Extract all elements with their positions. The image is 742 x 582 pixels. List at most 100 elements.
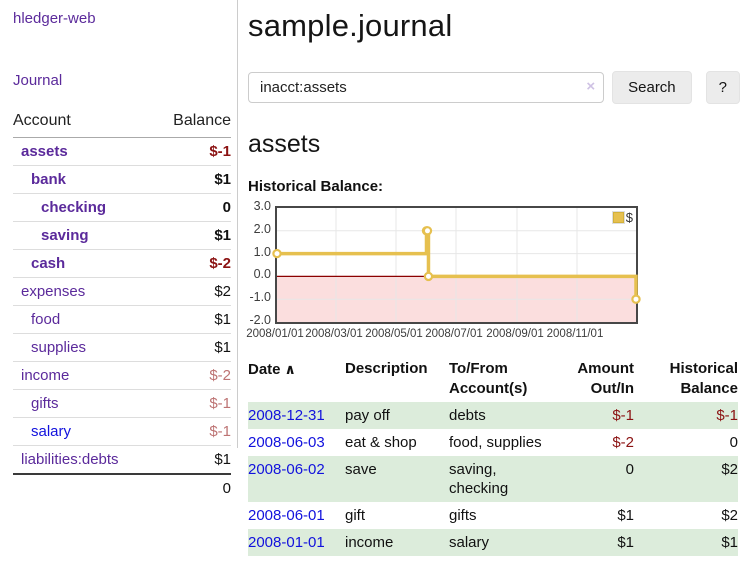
account-balance: $-2: [209, 255, 231, 272]
accounts-total-row: 0: [13, 473, 231, 502]
account-link[interactable]: cash: [31, 255, 66, 272]
balance-cell: $-1: [634, 402, 738, 429]
date-link[interactable]: 2008-06-01: [248, 507, 325, 524]
date-column-header[interactable]: Date ∧: [248, 361, 296, 378]
account-cell: gifts: [449, 507, 477, 524]
table-row: 2008-01-01 income salary $1 $1: [248, 529, 738, 556]
date-link[interactable]: 2008-06-03: [248, 434, 325, 451]
x-axis-tick-label: 2008/09/01: [486, 328, 544, 340]
account-cell: debts: [449, 402, 550, 429]
account-cell: food, supplies: [449, 434, 542, 451]
account-row: salary $-1: [13, 418, 231, 446]
account-row: income $-2: [13, 362, 231, 390]
balance-cell: 0: [729, 434, 738, 451]
page-title: sample.journal: [248, 8, 453, 43]
account-row: bank $1: [13, 166, 231, 194]
x-axis-tick-label: 2008/05/01: [365, 328, 423, 340]
account-row: gifts $-1: [13, 390, 231, 418]
account-link[interactable]: gifts: [31, 395, 59, 412]
table-row: 2008-06-01 gift gifts $1 $2: [248, 502, 738, 529]
description-cell: income: [345, 529, 449, 556]
account-column-header: Account: [13, 112, 71, 129]
account-link[interactable]: food: [31, 311, 61, 328]
account-column-header-main: To/From Account(s): [449, 360, 528, 397]
y-axis-tick-label: 1.0: [253, 244, 271, 259]
account-link[interactable]: assets: [21, 143, 68, 160]
chart-title: Historical Balance:: [248, 178, 384, 195]
balance-cell: $2: [721, 507, 738, 524]
account-link[interactable]: supplies: [31, 339, 87, 356]
chart-svg: [272, 208, 641, 322]
account-row: checking 0: [13, 194, 231, 222]
account-link[interactable]: bank: [31, 171, 67, 188]
description-cell: eat & shop: [345, 434, 417, 451]
search-bar: × Search ?: [248, 71, 740, 104]
account-row: expenses $2: [13, 278, 231, 306]
accounts-table: Account Balance assets $-1 bank $1 checking 0…: [13, 108, 231, 502]
account-balance: $1: [214, 171, 231, 188]
amount-cell: $-1: [550, 402, 634, 429]
account-balance: $1: [214, 227, 231, 244]
legend-swatch-icon: [611, 211, 625, 224]
description-cell: pay off: [345, 402, 449, 429]
account-link[interactable]: expenses: [21, 283, 86, 300]
amount-cell: $1: [617, 507, 634, 524]
search-input[interactable]: [248, 72, 605, 103]
table-row: 2008-06-02 save saving, checking 0 $2: [248, 456, 738, 502]
account-balance: $1: [214, 311, 231, 328]
date-link[interactable]: 2008-01-01: [248, 534, 325, 551]
description-cell: save: [345, 456, 449, 502]
account-cell: saving, checking: [449, 456, 550, 502]
balance-cell: $1: [634, 529, 738, 556]
account-balance: $-1: [209, 143, 231, 160]
account-row: saving $1: [13, 222, 231, 250]
date-link[interactable]: 2008-06-02: [248, 461, 325, 478]
account-link[interactable]: checking: [41, 199, 107, 216]
account-row: assets $-1: [13, 138, 231, 166]
date-cell: 2008-01-01: [248, 529, 345, 556]
account-balance: $-1: [209, 395, 231, 412]
help-button[interactable]: ?: [705, 71, 740, 104]
legend-label: $: [625, 210, 633, 225]
account-row: cash $-2: [13, 250, 231, 278]
date-link[interactable]: 2008-12-31: [248, 407, 325, 424]
account-row: supplies $1: [13, 334, 231, 362]
amount-column-header: Amount Out/In: [577, 360, 634, 397]
account-row: liabilities:debts $1: [13, 446, 231, 473]
x-axis-tick-label: 2008/01/01: [246, 328, 304, 340]
clear-search-icon[interactable]: ×: [586, 78, 596, 95]
table-row: 2008-12-31 pay off debts $-1 $-1: [248, 402, 738, 429]
sort-ascending-icon: ∧: [284, 361, 296, 377]
sidebar-item-journal[interactable]: Journal: [13, 72, 63, 89]
y-axis-tick-label: 2.0: [253, 221, 271, 236]
historical-balance-chart: $ 3.0 2.0 1.0 0.0 -1.0 -2.0 2008/01/01 2008/03/…: [246, 199, 740, 342]
y-axis-tick-label: -2.0: [249, 313, 271, 327]
amount-cell: $1: [550, 529, 634, 556]
account-balance: 0: [222, 199, 231, 216]
balance-column-header: Balance: [173, 112, 231, 129]
account-link[interactable]: income: [21, 367, 70, 384]
account-link[interactable]: liabilities:debts: [21, 451, 119, 468]
account-balance: $2: [214, 283, 231, 300]
account-balance: $1: [214, 339, 231, 356]
transactions-table: Date ∧ Description To/From Account(s) Amo…: [248, 356, 738, 556]
transactions-table-header: Date ∧ Description To/From Account(s) Amo…: [248, 356, 738, 402]
x-axis-tick-label: 2008/11/01: [546, 328, 604, 340]
date-cell: 2008-06-03: [248, 429, 345, 456]
brand-link[interactable]: hledger-web: [13, 10, 96, 27]
description-cell: gift: [345, 507, 366, 524]
account-balance: $-1: [209, 423, 231, 440]
y-axis-tick-label: 3.0: [253, 199, 271, 213]
account-heading: assets: [248, 130, 321, 158]
table-row: 2008-06-03 eat & shop food, supplies $-2 0: [248, 429, 738, 456]
accounts-total-value: 0: [222, 480, 231, 497]
chart-plot-area: $: [272, 206, 641, 324]
account-balance: $1: [214, 451, 231, 468]
search-button[interactable]: Search: [612, 71, 692, 104]
account-row: food $1: [13, 306, 231, 334]
account-cell: salary: [449, 529, 550, 556]
accounts-table-header: Account Balance: [13, 108, 231, 138]
account-link[interactable]: salary: [31, 423, 72, 440]
x-axis-tick-label: 2008/03/01: [305, 328, 363, 340]
account-link[interactable]: saving: [41, 227, 89, 244]
